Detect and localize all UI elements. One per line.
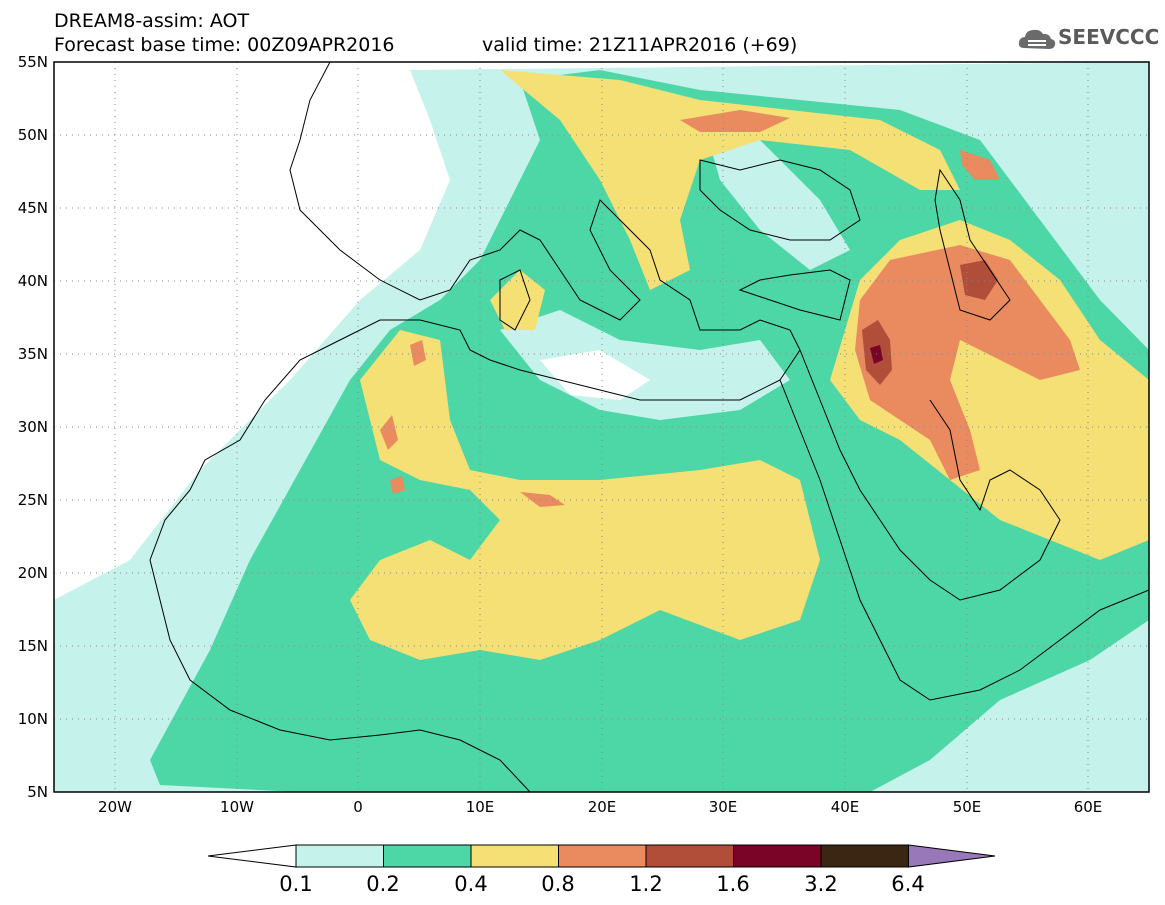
colorbar-cell (645, 844, 734, 868)
map-frame (53, 61, 1150, 793)
colorbar-tick-label: 0.2 (366, 872, 400, 896)
lon-label: 10E (466, 798, 495, 816)
colorbar-cell (820, 844, 909, 868)
lat-label: 30N (18, 418, 48, 436)
colorbar-tick-label: 0.1 (279, 872, 313, 896)
aot-band-0.8-mideast (855, 245, 1080, 480)
logo-text: SEEVCCC (1058, 25, 1160, 49)
colorbar-cell (383, 844, 472, 868)
colorbar-tick-label: 6.4 (891, 872, 925, 896)
lon-label: 30E (709, 798, 738, 816)
lat-label: 50N (18, 126, 48, 144)
lat-label: 15N (18, 637, 48, 655)
colorbar-cell (295, 844, 384, 868)
grid-lines (54, 62, 1149, 792)
lon-label: 60E (1074, 798, 1103, 816)
map-title: DREAM8-assim: AOT (54, 10, 250, 32)
valid-time: valid time: 21Z11APR2016 (+69) (482, 34, 798, 56)
lat-label: 20N (18, 564, 48, 582)
forecast-base-time: Forecast base time: 00Z09APR2016 (54, 34, 395, 56)
lat-label: 40N (18, 272, 48, 290)
aot-contours (54, 62, 1149, 792)
lon-label: 20E (588, 798, 617, 816)
lat-label: 10N (18, 710, 48, 728)
lat-label: 35N (18, 345, 48, 363)
lat-label: 55N (18, 53, 48, 71)
colorbar-tick-label: 1.6 (716, 872, 750, 896)
colorbar-cell (470, 844, 559, 868)
latitude-labels: 55N 50N 45N 40N 35N 30N 25N 20N 15N 10N … (18, 53, 48, 801)
lat-label: 45N (18, 199, 48, 217)
lon-label: 40E (831, 798, 860, 816)
lon-label: 50E (953, 798, 982, 816)
lat-label: 25N (18, 491, 48, 509)
cloud-icon (1018, 29, 1056, 49)
coastlines (149, 62, 1149, 792)
lat-label: 5N (27, 783, 48, 801)
lon-label: 20W (98, 798, 132, 816)
longitude-labels: 20W 10W 0 10E 20E 30E 40E 50E 60E (98, 798, 1102, 816)
colorbar-tick-label: 0.8 (541, 872, 575, 896)
colorbar-cell (558, 844, 647, 868)
lon-label: 0 (353, 798, 363, 816)
aot-band-0.4-europe (500, 70, 960, 290)
colorbar (207, 844, 996, 868)
aot-band-0.4-sahara (350, 330, 820, 660)
colorbar-tick-label: 0.4 (454, 872, 488, 896)
lon-label: 10W (220, 798, 254, 816)
colorbar-tick-label: 3.2 (804, 872, 838, 896)
colorbar-cell (733, 844, 822, 868)
colorbar-arrow-high (908, 844, 996, 868)
colorbar-arrow-low (207, 844, 297, 868)
colorbar-tick-label: 1.2 (629, 872, 663, 896)
